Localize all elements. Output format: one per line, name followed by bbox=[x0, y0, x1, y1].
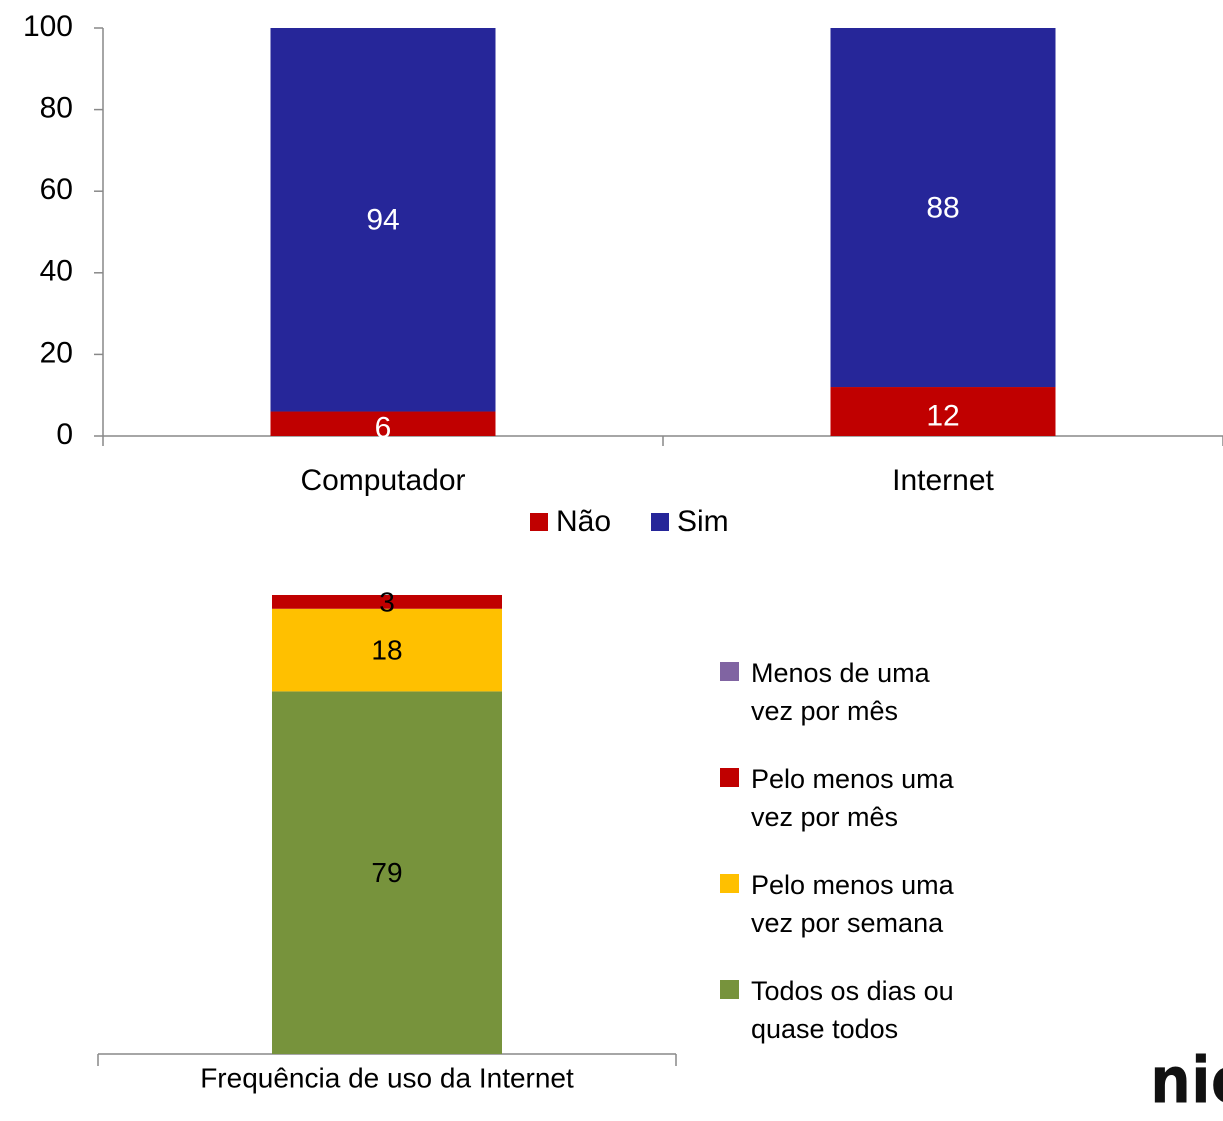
bar-segment bbox=[270, 28, 496, 412]
legend-swatch bbox=[651, 513, 669, 531]
legend-label: Pelo menos uma vez por semana bbox=[751, 870, 954, 938]
legend-swatch bbox=[720, 768, 739, 787]
data-label: 79 bbox=[371, 857, 402, 888]
y-tick-label: 20 bbox=[40, 336, 73, 369]
y-tick-label: 100 bbox=[23, 10, 73, 43]
legend-label: Menos de uma vez por mês bbox=[751, 658, 930, 726]
bar-segment bbox=[272, 691, 502, 1054]
y-tick-label: 80 bbox=[40, 92, 73, 125]
bar-segment bbox=[270, 411, 496, 436]
bar-segment bbox=[272, 608, 502, 692]
bar-segment bbox=[830, 28, 1056, 388]
data-label: 6 bbox=[375, 412, 392, 445]
bar-segment bbox=[830, 387, 1056, 436]
y-tick-label: 40 bbox=[40, 255, 73, 288]
x-tick-label: Internet bbox=[892, 464, 994, 497]
y-tick-label: 0 bbox=[56, 418, 73, 451]
legend-label: Não bbox=[556, 505, 611, 538]
bar-segment bbox=[272, 595, 502, 609]
legend-swatch bbox=[720, 662, 739, 681]
legend-swatch bbox=[720, 980, 739, 999]
legend-label: Todos os dias ou quase todos bbox=[751, 976, 954, 1044]
x-tick-label: Computador bbox=[300, 464, 465, 497]
data-label: 3 bbox=[379, 586, 395, 617]
legend-label: Pelo menos uma vez por mês bbox=[751, 764, 954, 832]
data-label: 18 bbox=[371, 634, 402, 665]
data-label: 94 bbox=[366, 204, 399, 237]
logo: nic bbox=[1150, 1045, 1223, 1119]
legend-label: Sim bbox=[677, 505, 729, 538]
data-label: 12 bbox=[926, 399, 959, 432]
x-tick-label: Frequência de uso da Internet bbox=[200, 1062, 574, 1093]
data-label: 88 bbox=[926, 191, 959, 224]
legend-swatch bbox=[720, 874, 739, 893]
legend-swatch bbox=[530, 513, 548, 531]
y-tick-label: 60 bbox=[40, 173, 73, 206]
